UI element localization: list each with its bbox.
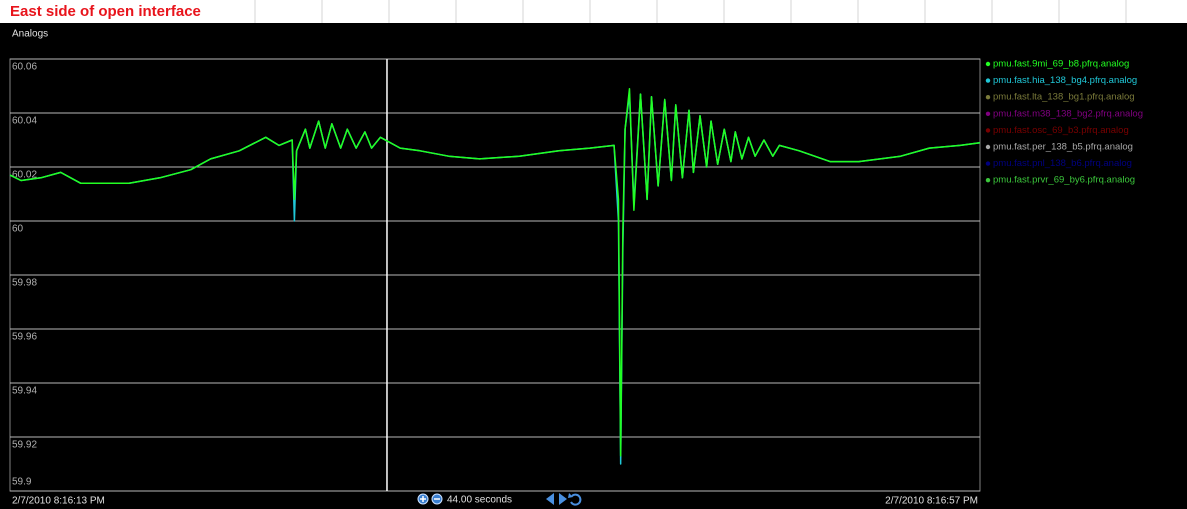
legend-marker — [985, 144, 991, 150]
y-tick-label: 60.06 — [12, 62, 37, 73]
chart-panel — [0, 23, 1187, 509]
zoom-in[interactable] — [417, 493, 429, 505]
legend-label: pmu.fast.lta_138_bg1.pfrq.analog — [993, 92, 1135, 103]
series-line — [9, 87, 981, 457]
y-tick-label: 59.9 — [12, 477, 32, 488]
x-start-label: 2/7/2010 8:16:13 PM — [12, 496, 105, 507]
legend-label: pmu.fast.per_138_b5.pfrq.analog — [993, 142, 1133, 153]
sheet-grid — [254, 0, 1127, 23]
window-label: 44.00 seconds — [447, 495, 512, 506]
legend-label: pmu.fast.9mi_69_b8.pfrq.analog — [993, 59, 1129, 70]
y-tick-label: 60 — [12, 224, 24, 235]
legend-label: pmu.fast.prvr_69_by6.pfrq.analog — [993, 175, 1135, 186]
zoom-out[interactable] — [431, 493, 443, 505]
legend-marker — [985, 111, 991, 117]
y-tick-label: 59.96 — [12, 332, 37, 343]
y-tick-label: 59.94 — [12, 386, 37, 397]
y-tick-label: 59.92 — [12, 440, 37, 451]
sheet-title: East side of open interface — [10, 3, 201, 20]
panel-label: Analogs — [12, 29, 48, 40]
y-tick-label: 60.04 — [12, 116, 37, 127]
pan-left[interactable] — [546, 493, 554, 505]
legend-marker — [985, 178, 991, 183]
legend-marker — [985, 95, 991, 100]
x-end-label: 2/7/2010 8:16:57 PM — [885, 496, 978, 507]
legend-label: pmu.fast.osc_69_b3.pfrq.analog — [993, 125, 1129, 136]
legend-label: pmu.fast.m38_138_bg2.pfrq.analog — [993, 108, 1143, 119]
y-tick-label: 60.02 — [12, 170, 37, 181]
legend-marker — [985, 128, 991, 133]
legend-marker — [985, 61, 991, 67]
refresh[interactable] — [568, 493, 582, 506]
pan-right[interactable] — [559, 493, 567, 505]
sheet-row — [0, 0, 1187, 23]
legend-marker — [985, 78, 991, 83]
y-tick-label: 59.98 — [12, 278, 37, 289]
legend-label: pmu.fast.hia_138_bg4.pfrq.analog — [993, 75, 1137, 86]
legend-marker — [985, 161, 991, 166]
legend-label: pmu.fast.pnl_138_b6.pfrq.analog — [993, 158, 1132, 169]
